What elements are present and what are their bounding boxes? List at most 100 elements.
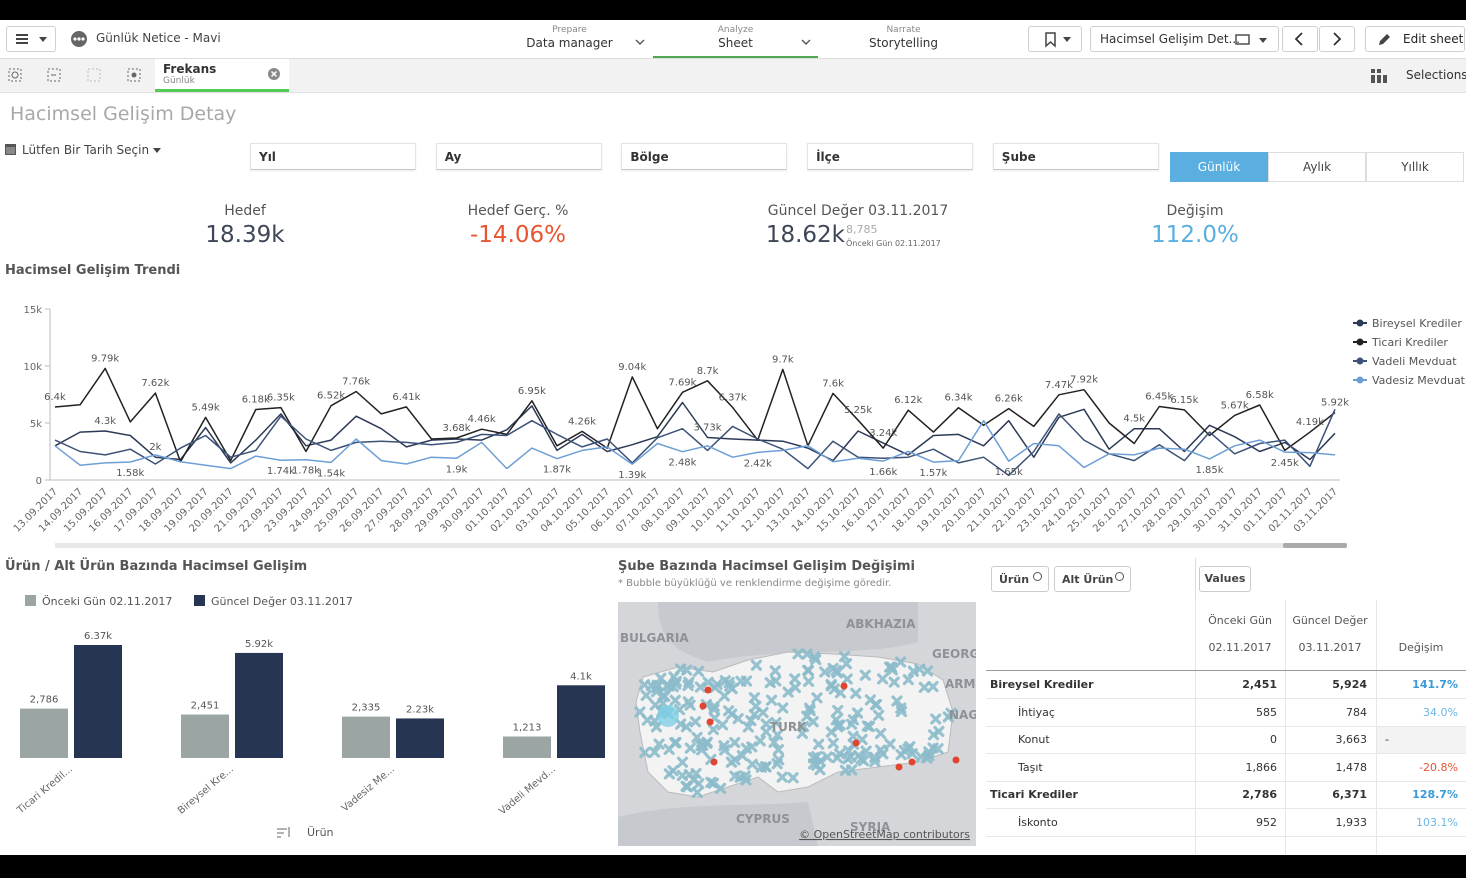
branch-bubble[interactable] (906, 748, 918, 760)
branch-bubble[interactable] (773, 754, 785, 766)
branch-bubble[interactable] (797, 720, 810, 733)
branch-bubble-red[interactable] (710, 758, 718, 766)
branch-bubble[interactable] (846, 764, 858, 776)
frequency-button[interactable]: Aylık (1268, 152, 1366, 182)
branch-bubble[interactable] (769, 665, 781, 677)
frequency-button[interactable]: Günlük (1170, 152, 1268, 182)
branch-bubble[interactable] (669, 694, 681, 706)
branch-bubble[interactable] (718, 690, 730, 702)
branch-bubble[interactable] (716, 719, 729, 731)
tab[interactable]: Prepare Data manager (487, 20, 652, 58)
branch-bubble[interactable] (846, 718, 858, 730)
frequency-button[interactable]: Yıllık (1366, 152, 1464, 182)
branch-bubble[interactable] (735, 675, 747, 687)
branch-bubble[interactable] (832, 704, 844, 717)
next-sheet-button[interactable] (1319, 26, 1355, 52)
branch-bubble[interactable] (927, 729, 940, 741)
branch-bubble[interactable] (921, 752, 933, 764)
branch-bubble[interactable] (649, 746, 661, 758)
branch-bubble[interactable] (714, 782, 727, 795)
branch-bubble[interactable] (639, 746, 651, 759)
branch-bubble[interactable] (701, 736, 713, 748)
branch-bubble[interactable] (842, 753, 854, 765)
branch-bubble[interactable] (907, 665, 919, 677)
branch-bubble[interactable] (927, 681, 939, 693)
branch-bubble[interactable] (655, 672, 667, 684)
branch-bubble[interactable] (707, 723, 719, 736)
branch-bubble[interactable] (927, 742, 939, 754)
branch-bubble[interactable] (792, 648, 804, 660)
branch-bubble[interactable] (847, 730, 859, 742)
branch-bubble[interactable] (819, 666, 831, 678)
scrollbar-thumb[interactable] (1283, 543, 1347, 548)
branch-bubble[interactable] (684, 699, 696, 711)
branch-bubble[interactable] (694, 681, 706, 693)
branch-bubble[interactable] (736, 750, 748, 762)
selection-chip[interactable]: Frekans Günlük (155, 59, 289, 92)
branch-bubble[interactable] (760, 761, 772, 773)
branch-bubble[interactable] (680, 721, 692, 733)
branch-bubble[interactable] (729, 770, 741, 782)
branch-bubble[interactable] (764, 677, 776, 689)
branch-bubble[interactable] (789, 673, 801, 685)
branch-bubble[interactable] (772, 744, 785, 756)
bookmark-button[interactable] (1028, 26, 1082, 52)
branch-bubble[interactable] (782, 686, 794, 698)
branch-bubble[interactable] (675, 718, 687, 730)
branch-bubble[interactable] (760, 718, 772, 730)
branch-bubble[interactable] (725, 756, 738, 768)
branch-bubble[interactable] (874, 727, 887, 740)
branch-bubble[interactable] (750, 659, 762, 671)
branch-bubble[interactable] (827, 662, 839, 675)
branch-bubble[interactable] (653, 738, 665, 750)
branch-bubble[interactable] (760, 726, 772, 738)
branch-bubble[interactable] (650, 681, 663, 693)
branch-bubble[interactable] (850, 687, 862, 699)
branch-bubble[interactable] (891, 695, 903, 707)
branch-bubble[interactable] (873, 709, 885, 721)
branch-bubble[interactable] (834, 687, 847, 699)
dimension-button[interactable]: Ürün (991, 566, 1049, 592)
edit-sheet-button[interactable]: Edit sheet (1365, 26, 1465, 52)
branch-bubble[interactable] (719, 744, 731, 756)
filter-box[interactable]: Yıl (250, 143, 416, 170)
branch-bubble[interactable] (692, 665, 705, 677)
clear-icon[interactable] (267, 67, 281, 81)
branch-bubble[interactable] (754, 735, 766, 747)
values-button[interactable]: Values (1199, 566, 1251, 592)
sheet-selector[interactable]: Hacimsel Gelişim Det... (1090, 26, 1279, 52)
branch-bubble[interactable] (894, 656, 907, 668)
branch-bubble[interactable] (777, 702, 789, 714)
map[interactable]: BULGARIA ABKHAZIA GEORG ARME NAGO TURK CYPRUS S… (618, 602, 976, 846)
branch-bubble[interactable] (930, 713, 942, 725)
branch-bubble[interactable] (682, 679, 694, 692)
branch-bubble[interactable] (851, 707, 864, 719)
branch-bubble[interactable] (650, 721, 663, 733)
branch-bubble[interactable] (813, 738, 825, 750)
branch-bubble[interactable] (808, 651, 821, 663)
branch-bubble[interactable] (663, 680, 675, 692)
branch-bubble-red[interactable] (706, 718, 714, 726)
branch-bubble[interactable] (739, 770, 751, 782)
branch-bubble[interactable] (789, 681, 802, 694)
branch-bubble[interactable] (841, 673, 853, 685)
branch-bubble[interactable] (708, 703, 720, 715)
branch-bubble[interactable] (902, 673, 914, 686)
filter-box[interactable]: İlçe (807, 143, 974, 170)
branch-bubble[interactable] (746, 758, 758, 770)
branch-bubble[interactable] (856, 733, 868, 746)
branch-bubble[interactable] (840, 658, 853, 670)
branch-bubble[interactable] (884, 738, 896, 750)
branch-bubble[interactable] (895, 705, 908, 718)
branch-bubble[interactable] (676, 769, 688, 782)
branch-bubble[interactable] (676, 756, 689, 768)
branch-bubble[interactable] (684, 742, 696, 754)
branch-bubble[interactable] (771, 729, 784, 741)
branch-bubble[interactable] (663, 768, 675, 780)
branch-bubble[interactable] (811, 759, 823, 771)
branch-bubble[interactable] (803, 675, 815, 687)
branch-bubble[interactable] (804, 705, 816, 717)
branch-bubble[interactable] (921, 665, 934, 677)
menu-button[interactable] (6, 26, 56, 52)
branch-bubble[interactable] (888, 676, 900, 688)
